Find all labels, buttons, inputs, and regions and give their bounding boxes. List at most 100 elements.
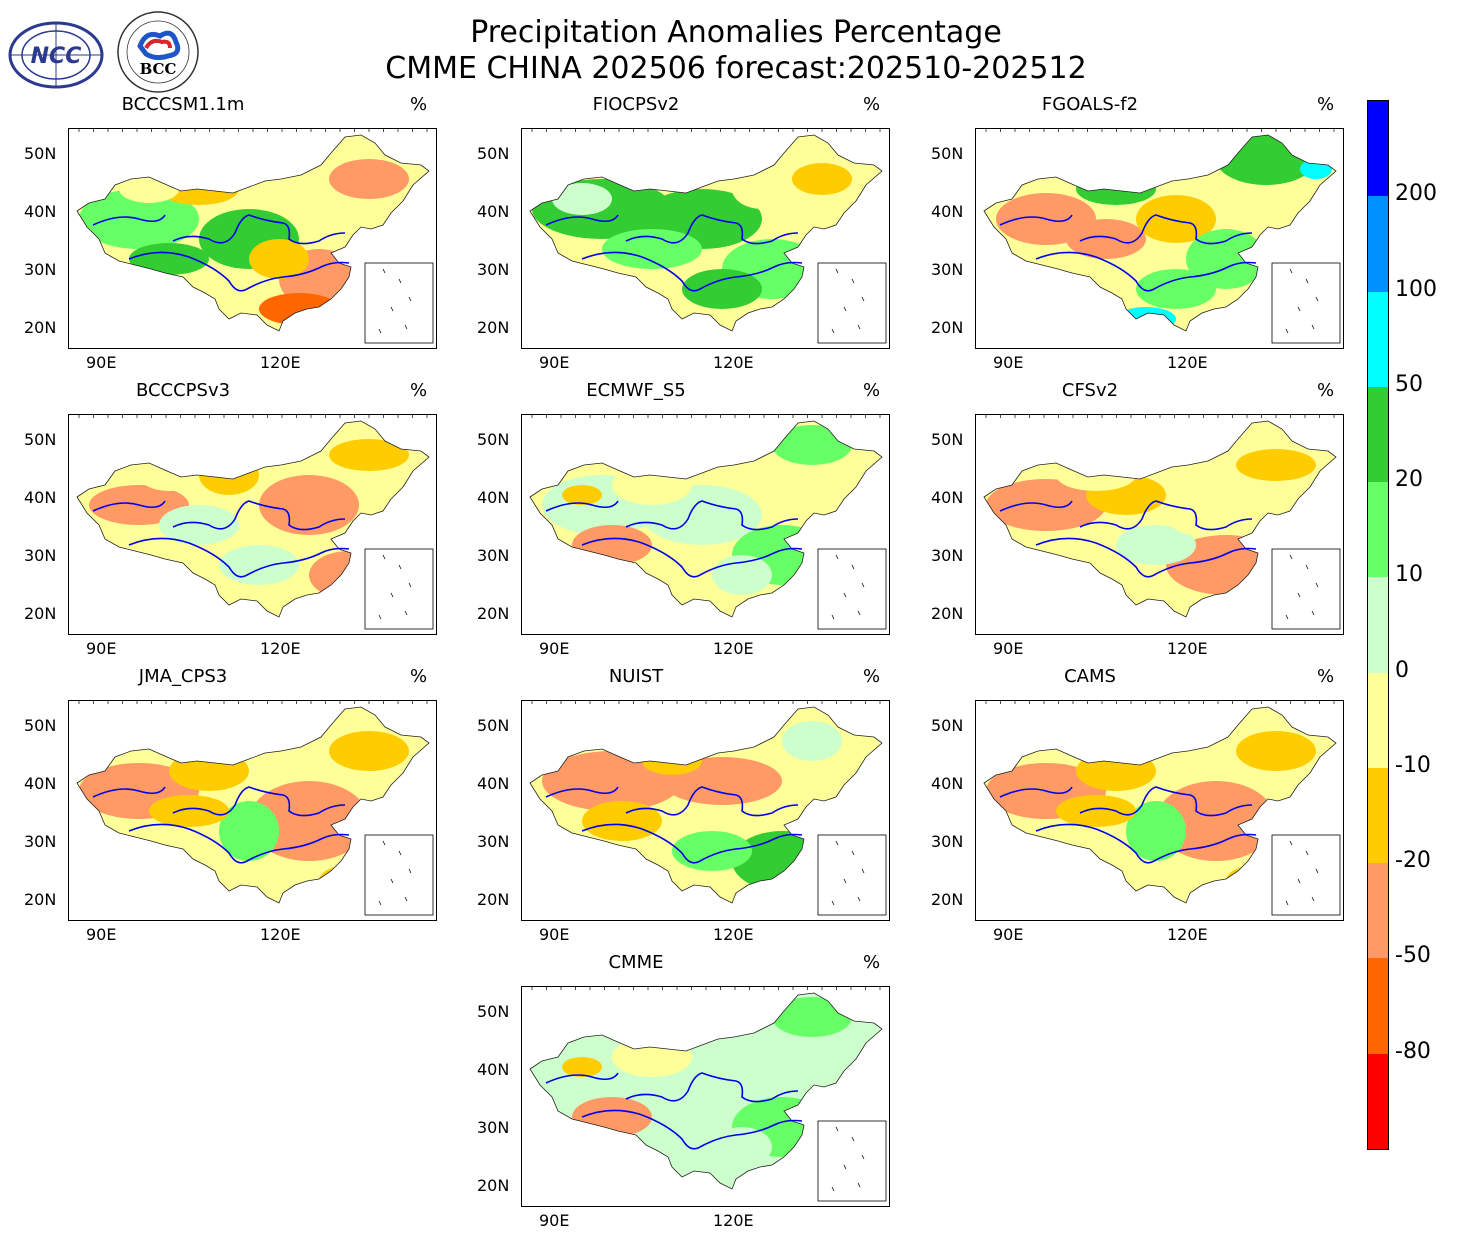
anomaly-region (259, 475, 359, 535)
anomaly-region (682, 269, 762, 309)
anomaly-region (329, 439, 409, 471)
map-frame (521, 414, 890, 635)
colorbar-label: 20 (1395, 467, 1423, 493)
lat-tick-label: 30N (477, 1118, 510, 1137)
anomaly-map (529, 701, 887, 916)
south-china-sea-inset (817, 548, 887, 630)
anomaly-region (1076, 751, 1156, 791)
colorbar (1367, 100, 1389, 1150)
river-line (545, 1072, 619, 1084)
panel-title: CFSv2 (1061, 380, 1119, 401)
panel-title: BCCCPSv3 (135, 380, 231, 401)
anomaly-region (199, 455, 259, 495)
river-line (581, 823, 803, 864)
anomaly-region (562, 485, 602, 505)
river-line (1035, 537, 1257, 578)
colorbar-segment (1368, 482, 1388, 578)
panel-nuist: NUIST% 50N 40N 30N 20N 90E 120E (453, 666, 890, 952)
south-china-sea-inset (364, 548, 434, 630)
anomaly-region (1056, 795, 1136, 827)
anomaly-region (552, 183, 612, 215)
lat-tick-label: 50N (477, 430, 510, 449)
anomaly-map (529, 415, 887, 630)
river-line (92, 214, 166, 226)
south-china-sea-inset (817, 1120, 887, 1202)
panel-title: NUIST (608, 666, 664, 687)
lon-tick-label: 90E (86, 353, 117, 372)
panel-unit: % (863, 952, 881, 973)
lat-tick-label: 20N (477, 318, 510, 337)
anomaly-region (329, 159, 409, 199)
colorbar-label: -10 (1395, 752, 1431, 778)
lat-tick-label: 20N (931, 318, 964, 337)
title-line-1: Precipitation Anomalies Percentage (470, 15, 1002, 50)
lon-tick-label: 120E (713, 925, 754, 944)
colorbar-label: 0 (1395, 657, 1409, 683)
map-frame (68, 128, 437, 349)
anomaly-map (529, 129, 887, 344)
panel-unit: % (863, 94, 881, 115)
river-line (1079, 214, 1253, 245)
colorbar-label: 10 (1395, 562, 1423, 588)
lat-tick-label: 20N (477, 890, 510, 909)
river-line (172, 214, 346, 245)
svg-text:NCC: NCC (31, 44, 82, 69)
river-line (545, 214, 619, 226)
panel-unit: % (1317, 666, 1335, 687)
south-china-sea-inset (364, 262, 434, 344)
anomaly-region (1236, 449, 1316, 481)
map-frame (68, 700, 437, 921)
river-line (1035, 251, 1257, 292)
map-frame (68, 414, 437, 635)
panel-unit: % (410, 666, 428, 687)
anomaly-region (129, 243, 209, 275)
lon-tick-label: 120E (1167, 925, 1208, 944)
anomaly-region (1076, 173, 1156, 205)
colorbar-segment (1368, 577, 1388, 673)
lat-tick-label: 30N (24, 546, 57, 565)
colorbar-segment (1368, 767, 1388, 864)
lat-tick-label: 40N (477, 774, 510, 793)
lon-tick-label: 120E (1167, 639, 1208, 658)
anomaly-region (1116, 307, 1176, 331)
anomaly-region (329, 731, 409, 771)
colorbar-label: -20 (1395, 848, 1431, 874)
colorbar-label: -80 (1395, 1038, 1431, 1064)
south-china-sea-inset (817, 834, 887, 916)
anomaly-region (782, 721, 842, 761)
lat-tick-label: 40N (931, 774, 964, 793)
anomaly-map (983, 129, 1341, 344)
south-china-sea-inset (817, 262, 887, 344)
lat-tick-label: 20N (931, 604, 964, 623)
river-line (625, 1072, 799, 1103)
colorbar-segment (1368, 386, 1388, 483)
lat-tick-label: 30N (477, 832, 510, 851)
panel-unit: % (410, 94, 428, 115)
lat-tick-label: 20N (477, 604, 510, 623)
anomaly-region (169, 751, 249, 791)
south-china-sea-inset (364, 834, 434, 916)
map-frame (975, 414, 1344, 635)
anomaly-region (219, 545, 299, 585)
river-line (172, 786, 346, 817)
anomaly-map (529, 987, 887, 1202)
panel-cmme: CMME% 50N 40N 30N 20N 90E 120E (453, 952, 890, 1238)
lat-tick-label: 40N (477, 202, 510, 221)
anomaly-region (562, 1057, 602, 1077)
china-border (529, 420, 883, 618)
lat-tick-label: 50N (24, 716, 57, 735)
anomaly-region (672, 831, 752, 871)
river-line (172, 500, 346, 531)
panel-cfsv2: CFSv2% 50N 40N 30N 20N 90E 120E (907, 380, 1344, 666)
lat-tick-label: 20N (24, 318, 57, 337)
lat-tick-label: 20N (931, 890, 964, 909)
china-border (76, 706, 430, 904)
lat-tick-label: 30N (477, 546, 510, 565)
panel-fiocpsv2: FIOCPSv2% 50N 40N 30N 20N 90E 120E (453, 94, 890, 380)
map-frame (521, 128, 890, 349)
anomaly-region (712, 555, 772, 595)
panel-unit: % (863, 666, 881, 687)
anomaly-region (159, 505, 239, 545)
lon-tick-label: 120E (260, 925, 301, 944)
river-line (545, 500, 619, 512)
